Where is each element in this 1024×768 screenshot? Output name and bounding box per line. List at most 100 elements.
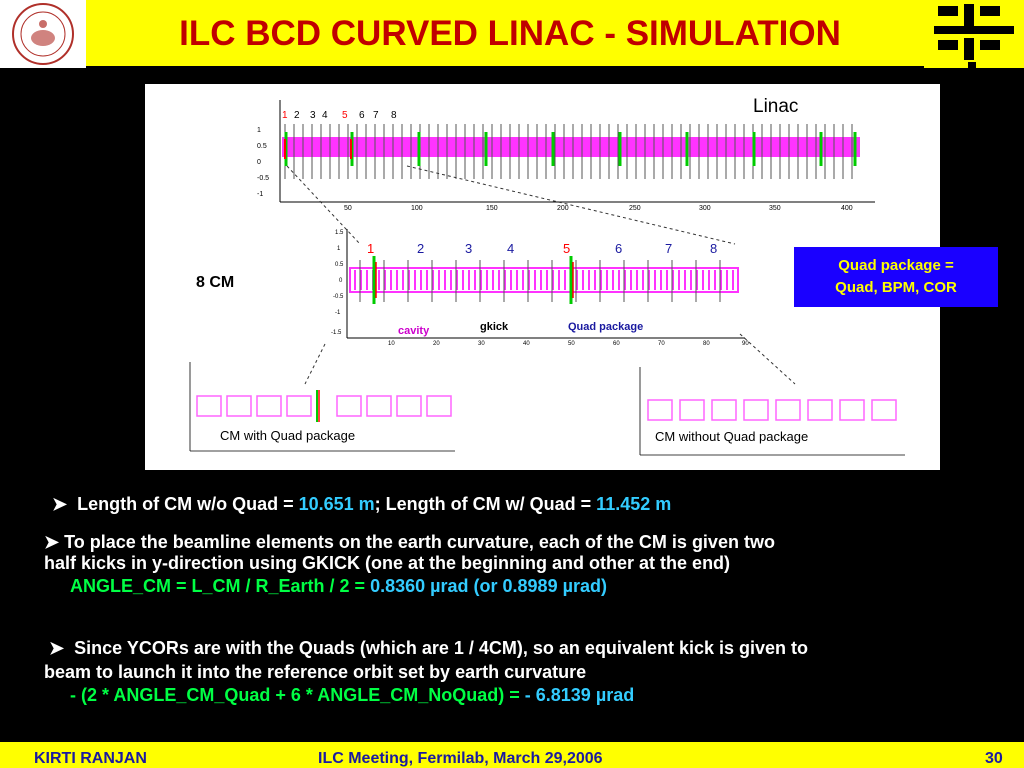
mid-num-4: 4	[507, 241, 514, 256]
slide-title: ILC BCD CURVED LINAC - SIMULATION	[179, 14, 841, 53]
bullet-3: ➤ Since YCORs are with the Quads (which …	[44, 638, 1014, 706]
fermilab-logo	[924, 0, 1024, 68]
top-xtick: 250	[629, 205, 641, 212]
top-num-5: 5	[342, 110, 348, 121]
cm-cavity-box	[647, 399, 673, 421]
top-plot	[279, 100, 875, 203]
cm-cavity-box	[679, 399, 705, 421]
linac-diagram: 1 2 3 4 5 6 7 8 1 0.5 0 -0.5 -1 50 100 1…	[189, 100, 905, 456]
mid-xtick: 40	[523, 341, 530, 347]
top-xtick: 300	[699, 205, 711, 212]
cm-cavity-box	[286, 395, 312, 417]
b2-line2: half kicks in y-direction using GKICK (o…	[44, 553, 731, 573]
bottom-right-plot	[639, 367, 905, 456]
cavity-label: cavity	[398, 325, 430, 337]
top-xtick: 200	[557, 205, 569, 212]
top-num-7: 7	[373, 110, 379, 121]
university-seal-logo	[0, 0, 86, 68]
b1-mid: ; Length of CM w/ Quad =	[374, 494, 592, 514]
top-ytick: -1	[257, 191, 263, 198]
b3-value: - 6.8139 µrad	[524, 685, 635, 705]
mid-num-2: 2	[417, 241, 424, 256]
quad-package-box: Quad package = Quad, BPM, COR	[794, 247, 998, 307]
top-xtick: 50	[344, 205, 352, 212]
arrow-bullet-icon: ➤	[52, 494, 68, 514]
top-xtick: 400	[841, 205, 853, 212]
top-xtick: 100	[411, 205, 423, 212]
cm-cavity-box	[336, 395, 362, 417]
mid-plot	[346, 229, 745, 339]
cm-cavity-box	[226, 395, 252, 417]
cm-cavity-box	[256, 395, 282, 417]
b2-value: 0.8360 µrad (or 0.8989 µrad)	[370, 576, 607, 596]
mid-xtick: 10	[388, 341, 395, 347]
b3-line2: beam to launch it into the reference orb…	[44, 662, 587, 682]
mid-xtick: 30	[478, 341, 485, 347]
cm-with-quad-label: CM with Quad package	[220, 428, 355, 443]
footer-bar: KIRTI RANJAN ILC Meeting, Fermilab, Marc…	[0, 742, 1024, 768]
b3-formula: - (2 * ANGLE_CM_Quad + 6 * ANGLE_CM_NoQu…	[70, 685, 520, 705]
footer-page: 30	[985, 750, 1003, 767]
mid-xtick: 90	[742, 341, 749, 347]
cm-cavity-box	[775, 399, 801, 421]
top-num-2: 2	[294, 110, 300, 121]
b2-formula: ANGLE_CM = L_CM / R_Earth / 2 =	[70, 576, 366, 596]
b2-line1: To place the beamline elements on the ea…	[64, 532, 775, 552]
cm-cavity-box	[711, 399, 737, 421]
top-num-3: 3	[310, 110, 316, 121]
arrow-bullet-icon: ➤	[49, 638, 65, 658]
arrow-bullet-icon: ➤	[44, 532, 60, 552]
mid-ytick: 0.5	[335, 262, 344, 268]
top-xtick: 350	[769, 205, 781, 212]
linac-figure: 1 2 3 4 5 6 7 8 1 0.5 0 -0.5 -1 50 100 1…	[145, 84, 940, 470]
top-num-6: 6	[359, 110, 365, 121]
mid-beam-band	[349, 267, 739, 293]
b1-value1: 10.651 m	[298, 494, 375, 514]
mid-ytick: -1	[335, 310, 341, 316]
mid-ytick: 1.5	[335, 230, 344, 236]
mid-num-1: 1	[367, 241, 374, 256]
mid-ytick: 0	[339, 278, 343, 284]
b1-prefix: Length of CM w/o Quad =	[77, 494, 294, 514]
header-bar	[0, 0, 1024, 66]
mid-num-5: 5	[563, 241, 570, 256]
bullet-2: ➤ To place the beamline elements on the …	[44, 532, 1004, 597]
mid-xtick: 50	[568, 341, 575, 347]
mid-num-3: 3	[465, 241, 472, 256]
cm-cavity-box	[396, 395, 422, 417]
mid-num-7: 7	[665, 241, 672, 256]
top-ytick: 0.5	[257, 143, 267, 150]
footer-event: ILC Meeting, Fermilab, March 29,2006	[318, 750, 603, 767]
mid-xtick: 60	[613, 341, 620, 347]
mid-xtick: 20	[433, 341, 440, 347]
top-num-8: 8	[391, 110, 397, 121]
b1-value2: 11.452 m	[596, 494, 672, 514]
mid-num-6: 6	[615, 241, 622, 256]
bottom-left-plot	[189, 362, 455, 452]
top-ytick: -0.5	[257, 175, 269, 182]
gkick-label: gkick	[480, 321, 509, 333]
mid-ytick: 1	[337, 246, 341, 252]
linac-label: Linac	[753, 96, 799, 117]
top-beam-band	[282, 137, 860, 157]
top-num-4: 4	[322, 110, 328, 121]
cm-cavity-box	[871, 399, 897, 421]
bullet-1: ➤ Length of CM w/o Quad = 10.651 m; Leng…	[52, 494, 671, 515]
quad-box-line2: Quad, BPM, COR	[835, 279, 957, 296]
top-ytick: 0	[257, 159, 261, 166]
top-xtick: 150	[486, 205, 498, 212]
mid-xtick: 70	[658, 341, 665, 347]
mid-num-8: 8	[710, 241, 717, 256]
footer-author: KIRTI RANJAN	[34, 750, 147, 767]
top-ytick: 1	[257, 127, 261, 134]
cm-cavity-box	[426, 395, 452, 417]
cm-cavity-box	[366, 395, 392, 417]
cm-cavity-box	[807, 399, 833, 421]
cm8-label: 8 CM	[196, 274, 235, 291]
zoom-arrows	[286, 165, 796, 385]
cm-cavity-box	[743, 399, 769, 421]
cm-without-quad-label: CM without Quad package	[655, 429, 808, 444]
mid-ytick: -0.5	[333, 294, 344, 300]
quad-box-line1: Quad package =	[838, 257, 954, 274]
quad-package-label: Quad package	[568, 321, 643, 333]
